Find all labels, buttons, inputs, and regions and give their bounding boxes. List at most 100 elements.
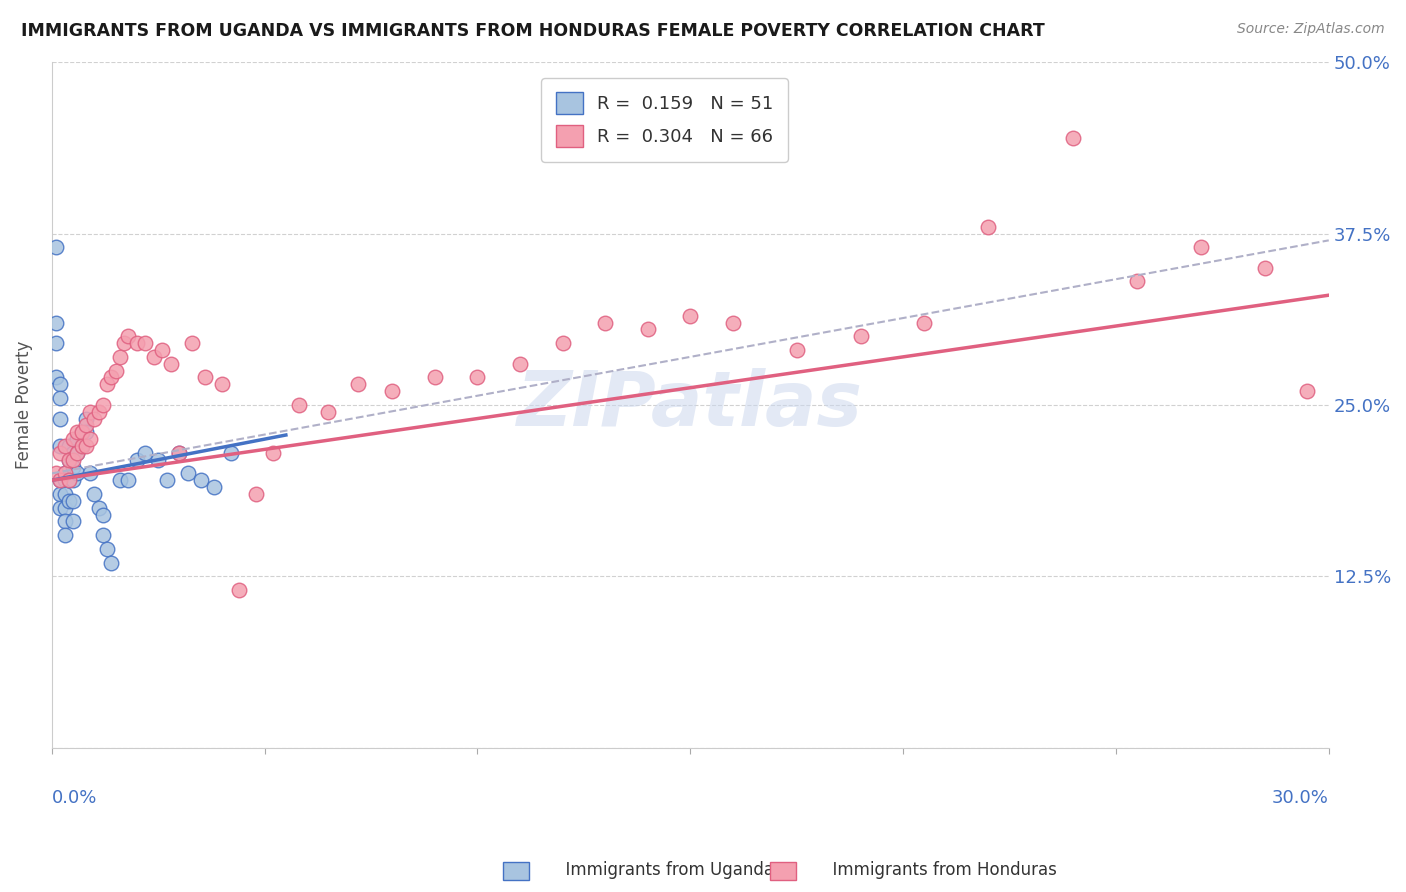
Point — [53, 467, 76, 481]
Point — [49, 411, 72, 425]
Point — [53, 500, 76, 515]
Point — [45, 336, 67, 351]
Point — [551, 336, 574, 351]
Point — [62, 452, 84, 467]
Point — [108, 350, 131, 364]
Point — [211, 377, 233, 392]
Point — [318, 405, 340, 419]
Point — [169, 446, 191, 460]
Point — [87, 500, 110, 515]
Text: IMMIGRANTS FROM UGANDA VS IMMIGRANTS FROM HONDURAS FEMALE POVERTY CORRELATION CH: IMMIGRANTS FROM UGANDA VS IMMIGRANTS FRO… — [21, 22, 1045, 40]
Point — [177, 467, 200, 481]
Point — [49, 473, 72, 487]
Text: ZIPatlas: ZIPatlas — [517, 368, 863, 442]
Point — [190, 473, 212, 487]
Point — [79, 405, 101, 419]
Point — [112, 336, 135, 351]
Point — [134, 336, 156, 351]
Point — [53, 439, 76, 453]
Point — [228, 582, 250, 597]
Point — [62, 473, 84, 487]
Point — [142, 350, 165, 364]
Point — [423, 370, 446, 384]
Point — [977, 219, 1000, 234]
Point — [53, 528, 76, 542]
Point — [381, 384, 404, 399]
Point — [152, 343, 174, 357]
Point — [160, 357, 183, 371]
Point — [49, 473, 72, 487]
Point — [53, 473, 76, 487]
Point — [62, 459, 84, 474]
Point — [100, 370, 122, 384]
Point — [70, 425, 93, 440]
Point — [58, 493, 80, 508]
Point — [1126, 275, 1149, 289]
Point — [134, 446, 156, 460]
Point — [62, 515, 84, 529]
Text: Immigrants from Honduras: Immigrants from Honduras — [801, 861, 1057, 879]
Point — [70, 439, 93, 453]
Point — [849, 329, 872, 343]
Text: 0.0%: 0.0% — [52, 789, 97, 806]
Point — [146, 452, 169, 467]
Point — [45, 370, 67, 384]
Point — [58, 452, 80, 467]
Point — [83, 487, 105, 501]
Point — [91, 528, 114, 542]
Text: 30.0%: 30.0% — [1272, 789, 1329, 806]
Point — [1296, 384, 1319, 399]
Point — [194, 370, 217, 384]
Point — [169, 446, 191, 460]
Point — [75, 411, 97, 425]
Point — [125, 336, 148, 351]
Point — [53, 487, 76, 501]
Point — [49, 500, 72, 515]
Point — [91, 398, 114, 412]
Point — [49, 391, 72, 405]
Point — [125, 452, 148, 467]
Point — [347, 377, 370, 392]
Point — [104, 363, 127, 377]
Point — [66, 446, 89, 460]
Point — [1189, 240, 1212, 254]
Point — [100, 556, 122, 570]
Point — [49, 377, 72, 392]
Point — [79, 432, 101, 446]
Point — [202, 480, 225, 494]
Point — [245, 487, 267, 501]
Point — [58, 439, 80, 453]
Legend: R =  0.159   N = 51, R =  0.304   N = 66: R = 0.159 N = 51, R = 0.304 N = 66 — [541, 78, 787, 161]
Point — [83, 411, 105, 425]
Point — [156, 473, 179, 487]
Point — [219, 446, 242, 460]
Point — [62, 432, 84, 446]
Point — [108, 473, 131, 487]
Point — [96, 377, 118, 392]
Point — [75, 418, 97, 433]
Point — [593, 316, 616, 330]
Point — [66, 446, 89, 460]
Point — [262, 446, 284, 460]
Point — [75, 439, 97, 453]
Point — [91, 508, 114, 522]
Point — [49, 446, 72, 460]
Point — [66, 432, 89, 446]
Point — [181, 336, 204, 351]
Text: Source: ZipAtlas.com: Source: ZipAtlas.com — [1237, 22, 1385, 37]
Point — [58, 473, 80, 487]
Point — [786, 343, 808, 357]
Point — [58, 473, 80, 487]
Point — [62, 446, 84, 460]
Y-axis label: Female Poverty: Female Poverty — [15, 341, 32, 469]
Point — [509, 357, 531, 371]
Point — [117, 329, 139, 343]
Point — [62, 493, 84, 508]
Point — [53, 467, 76, 481]
Point — [117, 473, 139, 487]
Point — [1254, 260, 1277, 275]
Point — [912, 316, 935, 330]
Point — [45, 316, 67, 330]
Point — [96, 541, 118, 556]
Point — [58, 452, 80, 467]
